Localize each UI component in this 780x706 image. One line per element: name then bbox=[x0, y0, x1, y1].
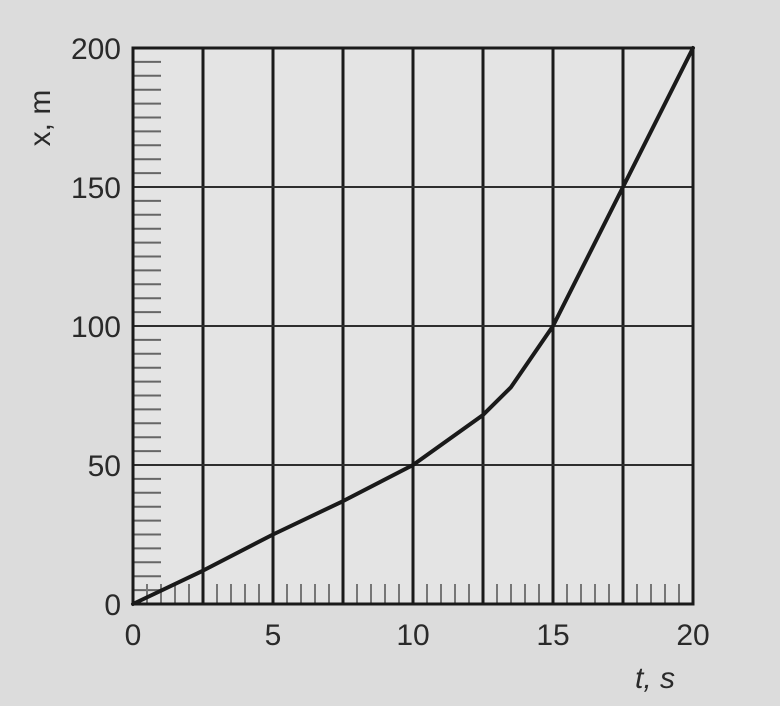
x-tick-label: 20 bbox=[676, 619, 709, 652]
series bbox=[131, 46, 695, 606]
y-tick-labels: 0 50 100 150 200 bbox=[71, 33, 121, 622]
y-axis-label: x, m bbox=[24, 90, 57, 147]
y-tick-label: 50 bbox=[88, 450, 121, 483]
x-tick-label: 10 bbox=[396, 619, 429, 652]
y-tick-label: 200 bbox=[71, 33, 121, 66]
plot-frame bbox=[131, 46, 695, 606]
y-tick-label: 0 bbox=[104, 589, 121, 622]
y-tick-label: 150 bbox=[71, 172, 121, 205]
x-axis-label: t, s bbox=[635, 662, 675, 695]
x-tick-label: 5 bbox=[265, 619, 282, 652]
x-tick-labels: 0 5 10 15 20 bbox=[125, 619, 710, 652]
series-line bbox=[131, 46, 695, 606]
x-tick-label: 0 bbox=[125, 619, 142, 652]
y-tick-label: 100 bbox=[71, 311, 121, 344]
minor-ticks bbox=[133, 60, 680, 604]
x-tick-label: 15 bbox=[536, 619, 569, 652]
